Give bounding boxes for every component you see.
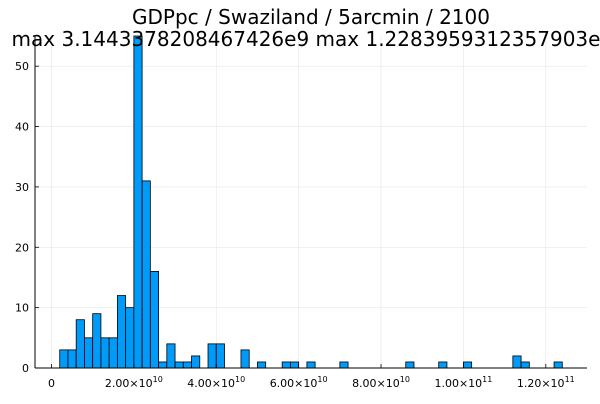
chart-subtitle: max 3.1443378208467426e9 max 1.228395931… — [12, 27, 600, 51]
x-tick-label: 1.20×1011 — [517, 375, 575, 390]
histogram-bar — [405, 361, 415, 369]
y-tick-label: 30 — [15, 181, 29, 194]
histogram-bar — [158, 361, 168, 369]
histogram-bar — [339, 361, 349, 369]
x-tick-label: 0 — [48, 377, 55, 390]
histogram-bar — [306, 361, 316, 369]
histogram-bar — [290, 361, 300, 369]
y-tick-label: 10 — [15, 302, 29, 315]
histogram-bar — [512, 355, 522, 369]
histogram-bar — [92, 313, 102, 369]
histogram-bar — [520, 361, 530, 369]
histogram-bar — [257, 361, 267, 369]
x-tick-label: 4.00×1010 — [187, 375, 245, 390]
histogram-bar — [133, 35, 143, 369]
chart-title: GDPpc / Swaziland / 5arcmin / 2100 — [132, 5, 490, 29]
histogram-bar — [174, 361, 184, 369]
x-tick-label: 2.00×1010 — [105, 375, 163, 390]
histogram-bar — [438, 361, 448, 369]
histogram-bar — [281, 361, 291, 369]
histogram-bar — [463, 361, 473, 369]
histogram-bar — [191, 355, 201, 369]
histogram-bar — [166, 343, 176, 369]
histogram-bar — [149, 271, 159, 369]
y-tick-label: 20 — [15, 241, 29, 254]
histogram-bar — [141, 180, 151, 369]
histogram-bar — [553, 361, 563, 369]
histogram-bar — [240, 349, 250, 369]
histogram-bar — [116, 295, 127, 369]
y-tick-label: 0 — [22, 362, 29, 375]
y-tick-label: 50 — [15, 60, 29, 73]
histogram-bar — [84, 337, 94, 369]
histogram-bar — [108, 337, 118, 369]
x-tick-label: 6.00×1010 — [270, 375, 328, 390]
histogram-bar — [207, 343, 217, 369]
x-tick-label: 1.00×1011 — [434, 375, 492, 390]
tick-labels: 0 10 20 30 40 50 0 2.00×1010 4.00×1010 6.00×1010 8… — [15, 60, 575, 390]
histogram-bar — [215, 343, 225, 369]
histogram-bar — [67, 349, 77, 369]
histogram-bar — [125, 307, 135, 369]
histogram-bar — [100, 337, 110, 369]
y-tick-label: 40 — [15, 121, 29, 134]
histogram-bar — [59, 349, 69, 369]
histogram-bar — [182, 361, 192, 369]
histogram-bar — [75, 319, 85, 369]
x-tick-label: 8.00×1010 — [352, 375, 410, 390]
histogram-bars — [59, 35, 563, 369]
axes — [34, 36, 587, 369]
